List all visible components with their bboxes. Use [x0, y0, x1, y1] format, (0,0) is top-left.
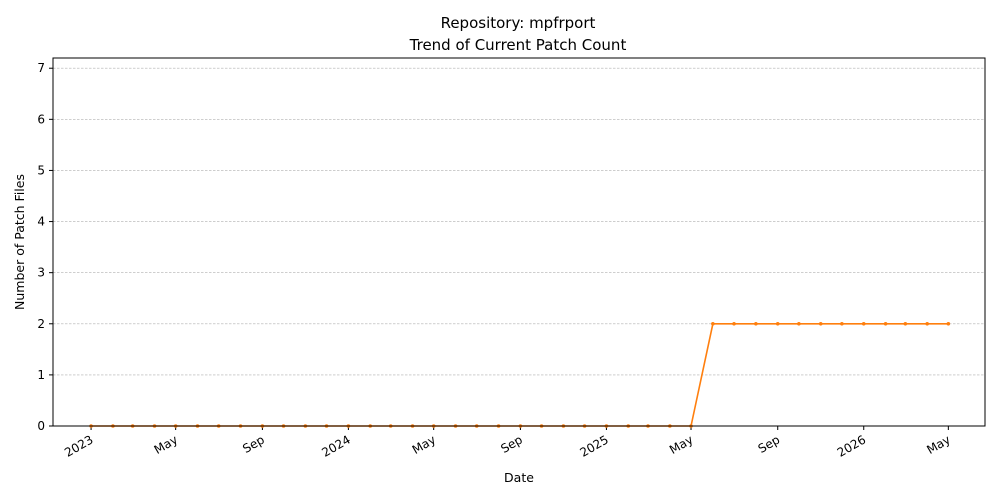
- y-tick-label: 3: [37, 266, 45, 280]
- data-point: [925, 321, 929, 326]
- gridlines: [53, 67, 985, 427]
- data-point: [840, 321, 844, 326]
- x-axis-label: Date: [504, 470, 534, 485]
- x-tick-label: 2026: [835, 432, 868, 459]
- chart-title: Repository: mpfrport: [441, 14, 596, 32]
- data-point: [818, 321, 823, 326]
- x-tick-label: May: [410, 432, 438, 457]
- data-point: [903, 321, 908, 326]
- data-point: [797, 321, 801, 326]
- data-point: [946, 321, 951, 326]
- y-tick-label: 6: [37, 112, 45, 126]
- x-tick-label: May: [924, 432, 952, 457]
- data-point: [861, 321, 866, 326]
- y-tick-label: 4: [37, 215, 45, 229]
- data-point: [711, 321, 715, 326]
- y-tick-label: 0: [37, 419, 45, 433]
- x-tick-label: 2024: [319, 432, 352, 459]
- data-point: [775, 321, 780, 326]
- x-tick-label: May: [667, 432, 695, 457]
- x-tick-label: 2025: [577, 432, 610, 459]
- plot-frame: [52, 57, 986, 427]
- y-tick-label: 1: [37, 368, 45, 382]
- x-tick-label: Sep: [240, 432, 267, 455]
- y-axis-label: Number of Patch Files: [12, 174, 27, 310]
- x-axis-ticks: 2023 May Sep 2024 May Sep 2025 May Sep 2026 May: [62, 426, 953, 460]
- y-axis-ticks: 0 1 2 3 4 5 6 7: [37, 61, 53, 433]
- data-point: [883, 321, 888, 326]
- x-tick-label: 2023: [62, 432, 95, 459]
- series-line: [91, 322, 949, 427]
- x-tick-label: Sep: [756, 432, 783, 455]
- x-tick-label: Sep: [498, 432, 525, 455]
- y-tick-label: 5: [37, 163, 45, 177]
- y-tick-label: 7: [37, 61, 45, 75]
- data-point: [754, 321, 758, 326]
- x-tick-label: May: [152, 432, 180, 457]
- chart-subtitle: Trend of Current Patch Count: [409, 36, 627, 54]
- data-point: [732, 321, 736, 326]
- y-tick-label: 2: [37, 317, 45, 331]
